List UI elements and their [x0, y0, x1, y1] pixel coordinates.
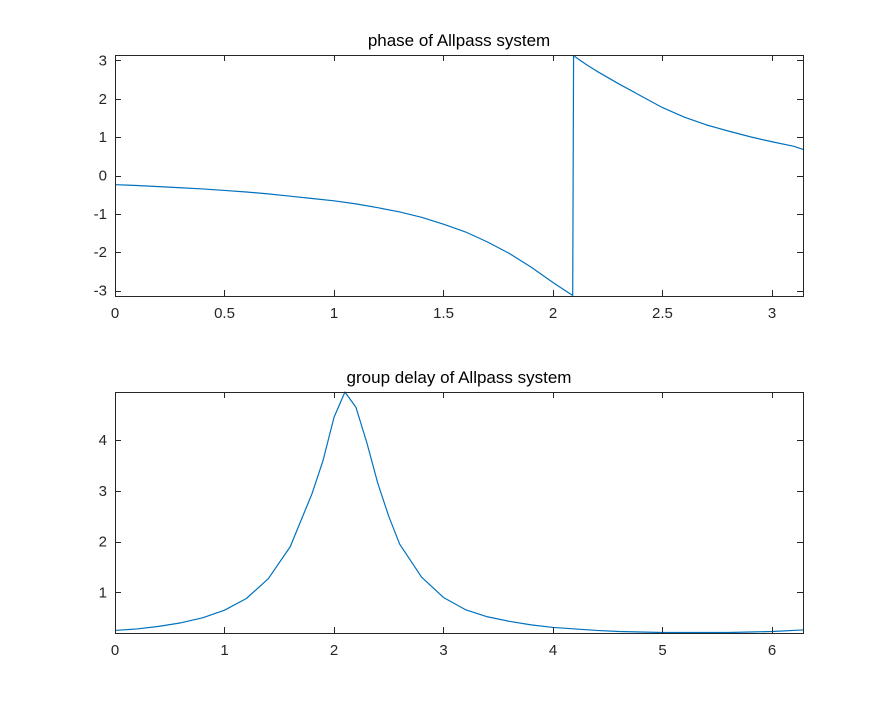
group-delay-plot-xtick-label: 1	[220, 642, 228, 659]
phase-plot-ytick-label: 1	[99, 129, 107, 146]
phase-plot-xtick-label: 2	[549, 305, 557, 322]
group-delay-plot-xtick-label: 2	[330, 642, 338, 659]
phase-plot-series-line-0	[114, 54, 804, 297]
phase-plot-ticks: 0 0.5 1 1.5 2 2.5 3 -3 -2 -1 0 1 2 3	[94, 52, 803, 322]
phase-plot-xtick-label: 3	[768, 305, 776, 322]
group-delay-plot-series-line-0	[114, 391, 804, 634]
group-delay-plot-axes-box	[115, 392, 804, 634]
phase-plot-xtick-label: 1	[330, 305, 338, 322]
group-delay-plot-marks	[114, 391, 804, 634]
group-delay-plot-xtick-label: 6	[768, 642, 776, 659]
phase-plot-marks	[114, 54, 804, 297]
group-delay-plot: group delay of Allpass system 0 1 2 3 4 5 6 1 2 3…	[99, 368, 804, 659]
group-delay-plot-xtick-label: 3	[439, 642, 447, 659]
group-delay-plot-ticks: 0 1 2 3 4 5 6 1 2 3 4	[99, 392, 803, 659]
phase-plot-xtick-label: 2.5	[652, 305, 673, 322]
group-delay-plot-ytick-label: 4	[99, 432, 107, 449]
group-delay-plot-xtick-label: 5	[658, 642, 666, 659]
phase-plot-xtick-label: 1.5	[433, 305, 454, 322]
group-delay-plot-ytick-label: 1	[99, 584, 107, 601]
phase-plot-ytick-label: 0	[99, 168, 107, 185]
group-delay-plot-xtick-label: 0	[111, 642, 119, 659]
group-delay-plot-ytick-label: 3	[99, 483, 107, 500]
group-delay-plot-title: group delay of Allpass system	[347, 368, 572, 387]
phase-plot-ytick-label: -3	[94, 283, 107, 300]
phase-plot-xtick-label: 0	[111, 305, 119, 322]
phase-plot-ytick-label: -1	[94, 206, 107, 223]
phase-plot-ytick-label: 3	[99, 52, 107, 69]
phase-plot-xtick-label: 0.5	[214, 305, 235, 322]
phase-plot-title: phase of Allpass system	[368, 31, 550, 50]
group-delay-plot-ytick-label: 2	[99, 534, 107, 551]
phase-plot-ytick-label: -2	[94, 244, 107, 261]
phase-plot-ytick-label: 2	[99, 91, 107, 108]
group-delay-plot-xtick-label: 4	[549, 642, 557, 659]
phase-plot: phase of Allpass system 0 0.5 1 1.5 2 2.5 3 -3 -…	[94, 31, 804, 322]
